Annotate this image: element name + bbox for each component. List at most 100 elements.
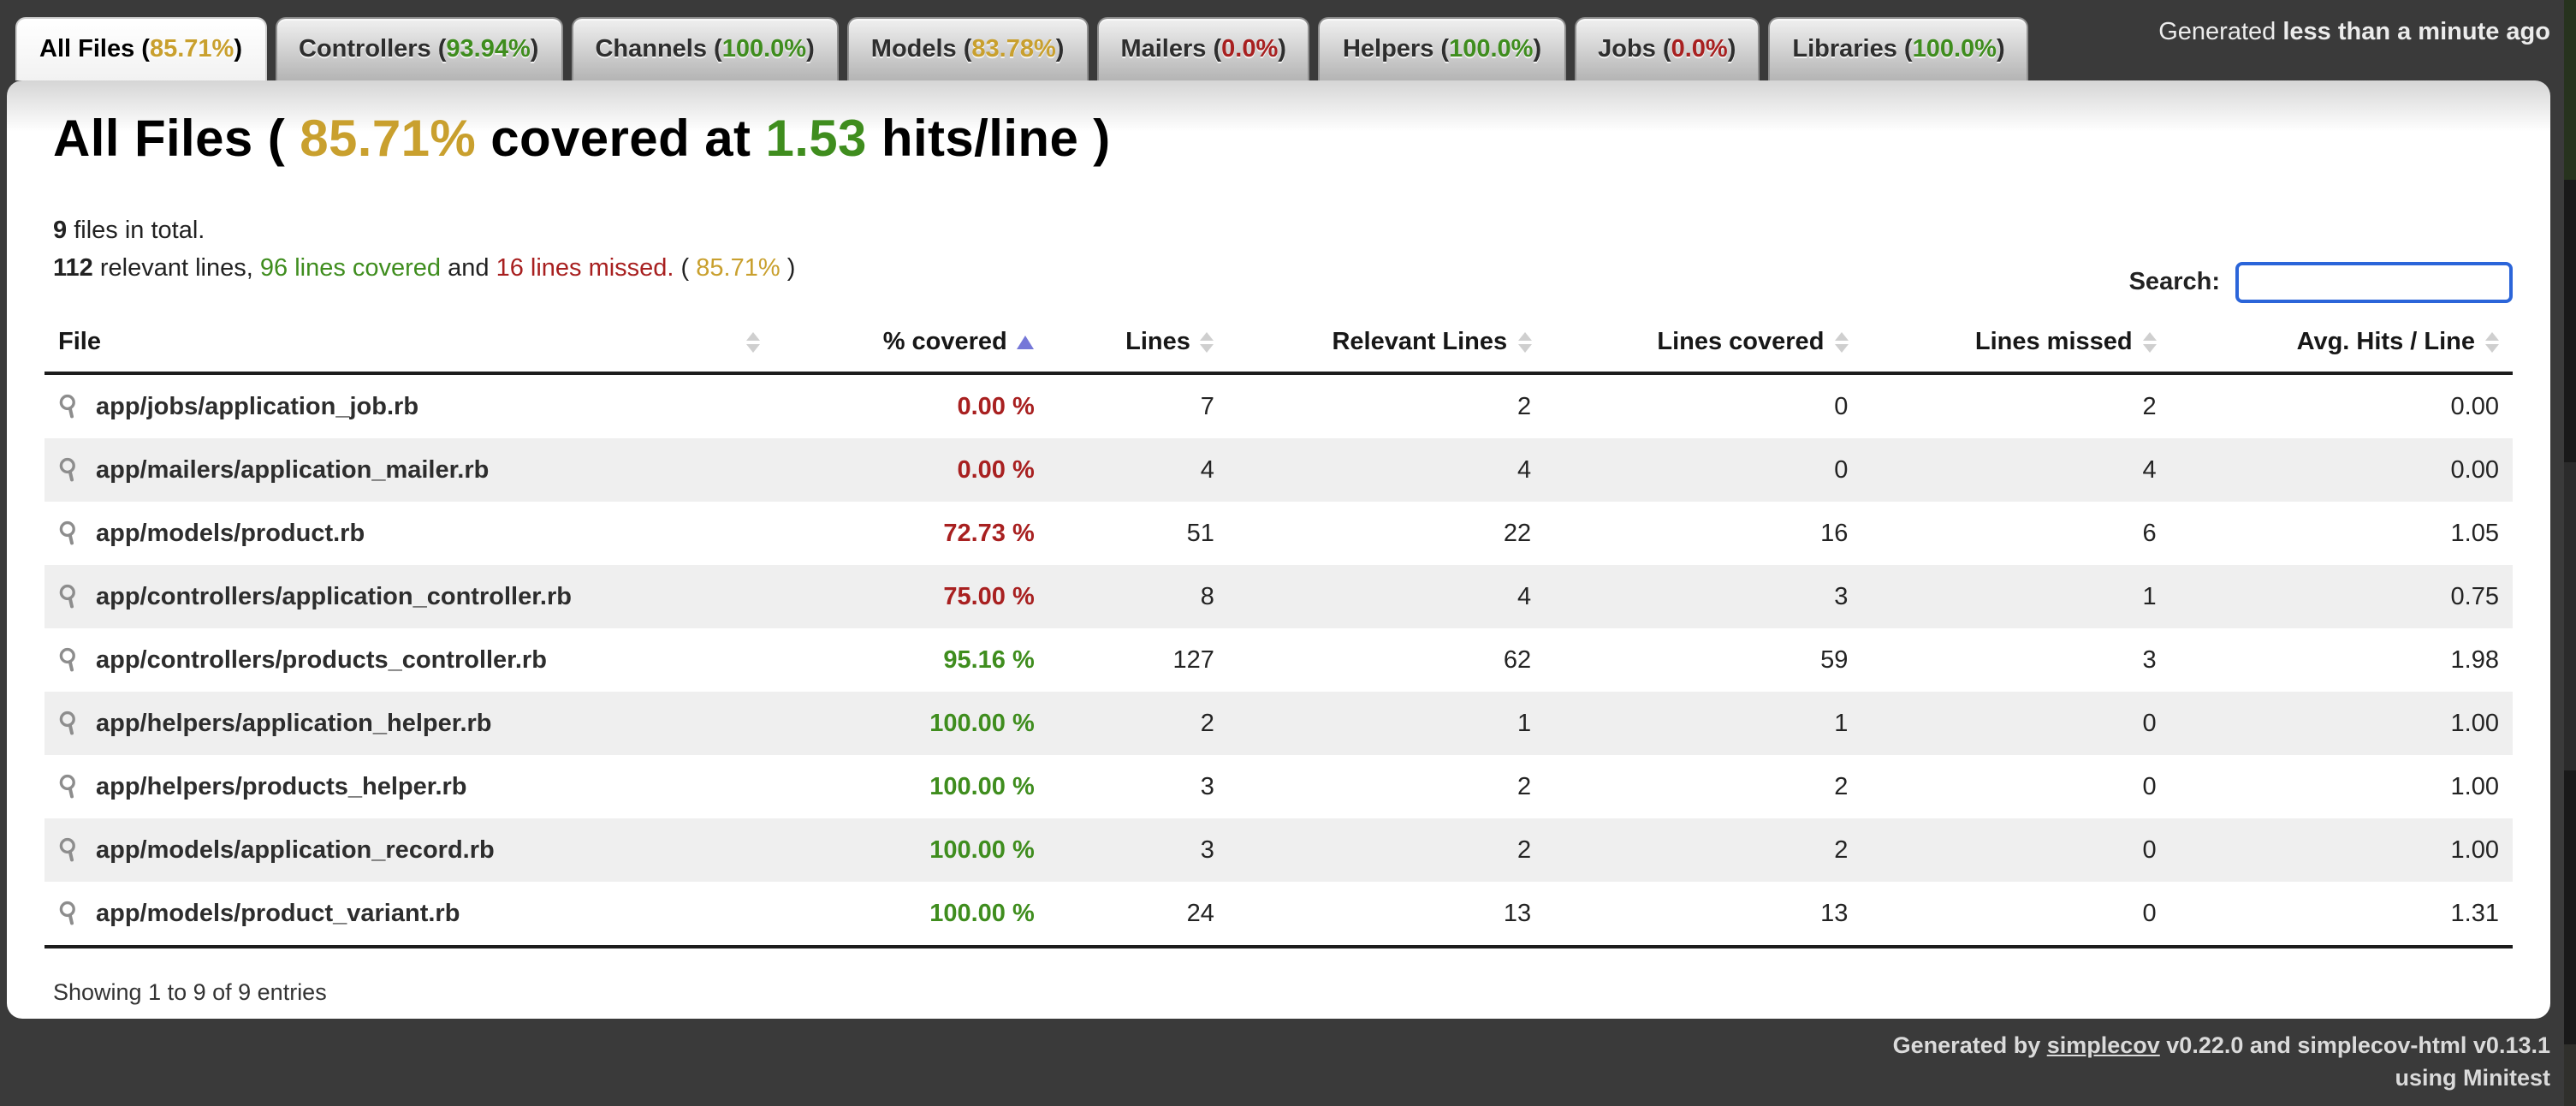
title-suffix: hits/line ) bbox=[866, 111, 1111, 168]
cell-lines-covered: 0 bbox=[1834, 393, 1849, 420]
column-header-lines[interactable]: Lines bbox=[1048, 313, 1228, 375]
simplecov-link[interactable]: simplecov bbox=[2046, 1032, 2160, 1058]
column-header-file[interactable]: File bbox=[45, 313, 775, 375]
cell-relevant-lines: 62 bbox=[1503, 646, 1532, 674]
tab-mailers[interactable]: Mailers ( 0.0% ) bbox=[1096, 17, 1310, 80]
cell-avg-hits: 1.00 bbox=[2450, 710, 2499, 737]
file-link[interactable]: app/models/product_variant.rb bbox=[58, 900, 761, 927]
sort-icon bbox=[1834, 332, 1849, 353]
footer-line1: Generated by simplecov v0.22.0 and simpl… bbox=[1893, 1029, 2550, 1061]
cell-avg-hits: 1.00 bbox=[2450, 773, 2499, 800]
tab-label-close: ) bbox=[1727, 36, 1736, 63]
tab-percentage: 100.0% bbox=[1912, 36, 1997, 63]
column-label: Lines covered bbox=[1657, 329, 1825, 356]
file-link[interactable]: app/models/application_record.rb bbox=[58, 836, 761, 864]
file-link[interactable]: app/helpers/application_helper.rb bbox=[58, 710, 761, 737]
file-link[interactable]: app/controllers/products_controller.rb bbox=[58, 646, 761, 674]
file-name: app/controllers/application_controller.r… bbox=[96, 583, 572, 610]
search-input[interactable] bbox=[2235, 262, 2513, 303]
timestamp-value: less than a minute ago bbox=[2282, 19, 2550, 46]
cell-lines: 3 bbox=[1200, 773, 1214, 800]
magnifier-icon bbox=[59, 901, 75, 925]
column-header-avg-hits-line[interactable]: Avg. Hits / Line bbox=[2169, 313, 2513, 375]
file-name: app/models/product_variant.rb bbox=[96, 900, 460, 927]
file-name: app/helpers/products_helper.rb bbox=[96, 773, 467, 800]
tab-label: All Files ( bbox=[39, 36, 150, 63]
artifact-segment bbox=[2564, 462, 2576, 770]
cell-percent-covered: 0.00 % bbox=[957, 456, 1035, 484]
file-link[interactable]: app/helpers/products_helper.rb bbox=[58, 773, 761, 800]
covered-lines-text: 96 lines covered bbox=[259, 255, 442, 282]
page-title: All Files ( 85.71% covered at 1.53 hits/… bbox=[53, 108, 2513, 173]
column-header-lines-missed[interactable]: Lines missed bbox=[1861, 313, 2170, 375]
tab-models[interactable]: Models ( 83.78% ) bbox=[846, 17, 1089, 80]
file-link[interactable]: app/models/product.rb bbox=[58, 520, 761, 547]
column-header-lines-covered[interactable]: Lines covered bbox=[1545, 313, 1862, 375]
tab-controllers[interactable]: Controllers ( 93.94% ) bbox=[275, 17, 563, 80]
cell-lines: 2 bbox=[1200, 710, 1214, 737]
cell-avg-hits: 1.31 bbox=[2450, 900, 2499, 927]
tab-jobs[interactable]: Jobs ( 0.0% ) bbox=[1574, 17, 1760, 80]
relevant-count: 112 bbox=[53, 255, 93, 282]
magnifier-icon bbox=[59, 647, 75, 672]
cell-relevant-lines: 4 bbox=[1517, 456, 1532, 484]
table-header-row: File % covered Lines Relevant Lines Lines co… bbox=[45, 313, 2513, 375]
title-covered-pct: 85.71% bbox=[300, 111, 477, 168]
cell-percent-covered: 95.16 % bbox=[943, 646, 1035, 674]
cell-lines-covered: 2 bbox=[1834, 836, 1849, 864]
files-count: 9 bbox=[53, 217, 68, 245]
tab-strip: All Files ( 85.71% ) Controllers ( 93.94%… bbox=[0, 0, 2576, 80]
cell-file: app/models/application_record.rb bbox=[45, 818, 775, 882]
cell-relevant-lines: 2 bbox=[1517, 773, 1532, 800]
cell-relevant-lines: 13 bbox=[1503, 900, 1532, 927]
timestamp-prefix: Generated bbox=[2158, 19, 2283, 46]
cell-lines-missed: 6 bbox=[2142, 520, 2157, 547]
table-row: app/models/application_record.rb 100.00 %… bbox=[45, 818, 2513, 882]
column-label: Lines bbox=[1125, 329, 1190, 356]
tab-percentage: 100.0% bbox=[1449, 36, 1534, 63]
cell-relevant-lines: 4 bbox=[1517, 583, 1532, 610]
tab-percentage: 0.0% bbox=[1221, 36, 1279, 63]
missed-lines-text: 16 lines missed. bbox=[496, 255, 674, 282]
paren-close: ) bbox=[780, 255, 796, 282]
table-row: app/models/product.rb 72.73 % 51 22 16 6 1.05 bbox=[45, 502, 2513, 565]
cell-relevant-lines: 2 bbox=[1517, 393, 1532, 420]
artifact-segment bbox=[2564, 0, 2576, 180]
column-label: Lines missed bbox=[1974, 329, 2133, 356]
cell-lines-covered: 2 bbox=[1834, 773, 1849, 800]
tab-label-close: ) bbox=[530, 36, 539, 63]
cell-percent-covered: 0.00 % bbox=[957, 393, 1035, 420]
tab-label: Jobs ( bbox=[1598, 36, 1671, 63]
magnifier-icon bbox=[59, 457, 75, 482]
tab-all-files[interactable]: All Files ( 85.71% ) bbox=[15, 17, 266, 80]
title-middle: covered at bbox=[476, 111, 766, 168]
tab-label: Controllers ( bbox=[299, 36, 447, 63]
cell-percent-covered: 100.00 % bbox=[929, 773, 1035, 800]
cell-avg-hits: 0.75 bbox=[2450, 583, 2499, 610]
tab-channels[interactable]: Channels ( 100.0% ) bbox=[571, 17, 839, 80]
tab-helpers[interactable]: Helpers ( 100.0% ) bbox=[1318, 17, 1566, 80]
column-label: % covered bbox=[882, 329, 1007, 356]
table-row: app/helpers/application_helper.rb 100.00 … bbox=[45, 692, 2513, 755]
coverage-table: File % covered Lines Relevant Lines Lines co… bbox=[45, 313, 2513, 948]
cell-avg-hits: 1.98 bbox=[2450, 646, 2499, 674]
tab-label: Mailers ( bbox=[1120, 36, 1222, 63]
sort-icon bbox=[1517, 332, 1532, 353]
file-link[interactable]: app/controllers/application_controller.r… bbox=[58, 583, 761, 610]
cell-lines-covered: 1 bbox=[1834, 710, 1849, 737]
file-link[interactable]: app/jobs/application_job.rb bbox=[58, 393, 761, 420]
cell-avg-hits: 0.00 bbox=[2450, 393, 2499, 420]
cell-file: app/jobs/application_job.rb bbox=[45, 373, 775, 438]
line-stats-line: 112 relevant lines, 96 lines covered and… bbox=[53, 252, 2513, 286]
file-name: app/models/product.rb bbox=[96, 520, 365, 547]
column-header-relevant-lines[interactable]: Relevant Lines bbox=[1227, 313, 1546, 375]
cell-file: app/models/product.rb bbox=[45, 502, 775, 565]
sort-icon bbox=[2485, 332, 2499, 353]
file-link[interactable]: app/mailers/application_mailer.rb bbox=[58, 456, 761, 484]
cell-percent-covered: 100.00 % bbox=[929, 900, 1035, 927]
entries-info: Showing 1 to 9 of 9 entries bbox=[53, 979, 327, 1005]
tab-libraries[interactable]: Libraries ( 100.0% ) bbox=[1768, 17, 2029, 80]
column-header-covered[interactable]: % covered bbox=[774, 313, 1048, 375]
cell-lines-missed: 1 bbox=[2142, 583, 2157, 610]
cell-lines-covered: 59 bbox=[1820, 646, 1849, 674]
